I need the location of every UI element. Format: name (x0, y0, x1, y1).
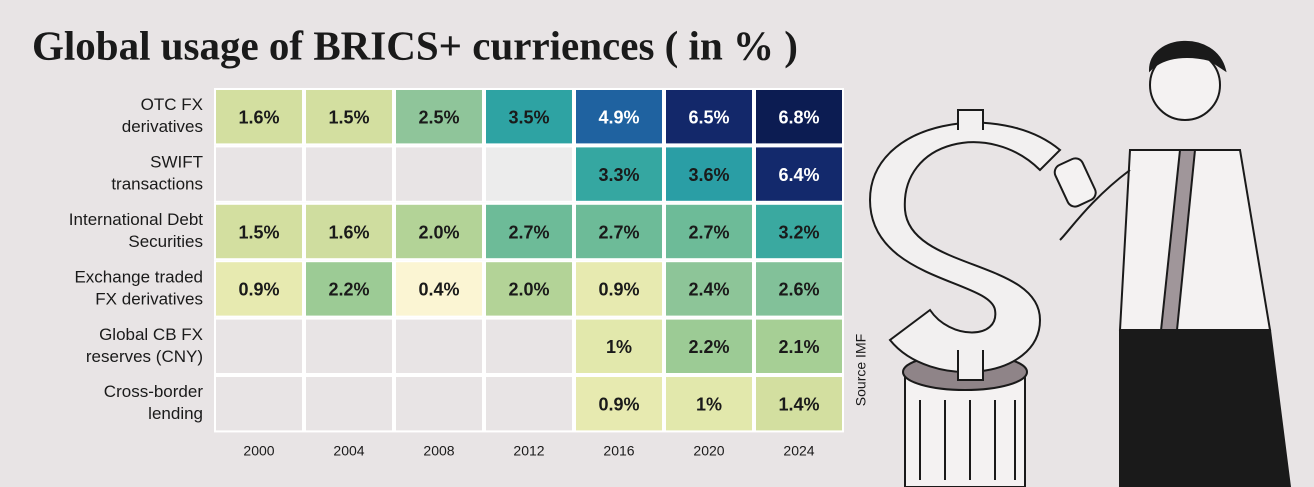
source-note: Source IMF (853, 334, 869, 406)
x-tick-label: 2020 (693, 443, 724, 459)
cell-label: 3.5% (508, 107, 549, 127)
empty-cell (214, 375, 304, 433)
cell-label: 6.4% (778, 165, 819, 185)
x-tick-label: 2012 (513, 443, 544, 459)
cell-label: 0.9% (598, 280, 639, 300)
row-label: Global CB FX (99, 325, 203, 344)
row-label: transactions (111, 175, 203, 194)
empty-cell (484, 375, 574, 433)
cell-label: 3.3% (598, 165, 639, 185)
cell-label: 1.5% (238, 222, 279, 242)
heat-cell (664, 375, 754, 433)
heat-cell (574, 260, 664, 318)
cell-label: 2.2% (328, 280, 369, 300)
empty-cell (394, 145, 484, 203)
illustration (868, 40, 1292, 487)
empty-cell (304, 317, 394, 376)
heat-cell (754, 145, 844, 203)
empty-cell (304, 145, 394, 203)
row-label: Exchange traded (74, 267, 203, 286)
cell-label: 1.6% (238, 107, 279, 127)
heat-cell (574, 317, 664, 376)
empty-cell (484, 317, 574, 376)
heat-cell (304, 202, 394, 261)
x-tick-label: 2000 (243, 443, 274, 459)
row-label: reserves (CNY) (86, 347, 203, 366)
heat-cell (754, 317, 844, 376)
cell-label: 1% (696, 394, 722, 414)
cell-label: 2.7% (688, 222, 729, 242)
cell-label: 2.7% (508, 222, 549, 242)
heat-cell (304, 88, 394, 146)
cell-label: 0.9% (598, 394, 639, 414)
x-tick-label: 2024 (783, 443, 814, 459)
heat-cell (574, 202, 664, 261)
empty-cell (484, 145, 574, 203)
x-tick-label: 2004 (333, 443, 364, 459)
x-tick-label: 2008 (423, 443, 454, 459)
heat-cell (484, 260, 574, 318)
heat-cell (574, 88, 664, 146)
cell-label: 2.0% (508, 280, 549, 300)
row-label: FX derivatives (95, 289, 203, 308)
cell-label: 6.5% (688, 107, 729, 127)
heat-cell (754, 260, 844, 318)
heat-cell (214, 88, 304, 146)
heat-cell (214, 260, 304, 318)
row-label: derivatives (122, 117, 203, 136)
cell-label: 1% (606, 337, 632, 357)
chart-title: Global usage of BRICS+ curriences ( in %… (32, 22, 798, 68)
cell-label: 3.2% (778, 222, 819, 242)
cell-label: 2.6% (778, 280, 819, 300)
heat-cell (754, 375, 844, 433)
cell-label: 2.4% (688, 280, 729, 300)
row-label: OTC FX (141, 95, 203, 114)
heat-cell (754, 202, 844, 261)
row-label: Securities (128, 232, 203, 251)
cell-label: 2.0% (418, 222, 459, 242)
cell-label: 2.2% (688, 337, 729, 357)
cell-label: 0.9% (238, 280, 279, 300)
empty-cell (394, 375, 484, 433)
cell-label: 4.9% (598, 107, 639, 127)
heat-cell (754, 88, 844, 146)
heat-cell (394, 202, 484, 261)
cell-label: 6.8% (778, 107, 819, 127)
heat-cell (484, 202, 574, 261)
x-tick-label: 2016 (603, 443, 634, 459)
cell-label: 0.4% (418, 280, 459, 300)
heat-cell (664, 317, 754, 376)
heat-cell (394, 88, 484, 146)
heat-cell (214, 202, 304, 261)
cell-label: 1.5% (328, 107, 369, 127)
cell-label: 2.5% (418, 107, 459, 127)
cell-label: 1.6% (328, 222, 369, 242)
empty-cell (394, 317, 484, 376)
cell-label: 2.1% (778, 337, 819, 357)
heat-cell (664, 145, 754, 203)
heat-cell (304, 260, 394, 318)
heat-cell (664, 202, 754, 261)
heat-cell (574, 145, 664, 203)
heat-cell (484, 88, 574, 146)
row-label: lending (148, 404, 203, 423)
empty-cell (214, 317, 304, 376)
heat-cell (664, 88, 754, 146)
cell-label: 2.7% (598, 222, 639, 242)
cell-label: 1.4% (778, 394, 819, 414)
heat-cell (394, 260, 484, 318)
heat-cell (664, 260, 754, 318)
empty-cell (304, 375, 394, 433)
row-label: International Debt (69, 210, 203, 229)
empty-cell (214, 145, 304, 203)
cell-label: 3.6% (688, 165, 729, 185)
heat-cell (574, 375, 664, 433)
row-label: SWIFT (150, 153, 203, 172)
row-label: Cross-border (104, 382, 204, 401)
